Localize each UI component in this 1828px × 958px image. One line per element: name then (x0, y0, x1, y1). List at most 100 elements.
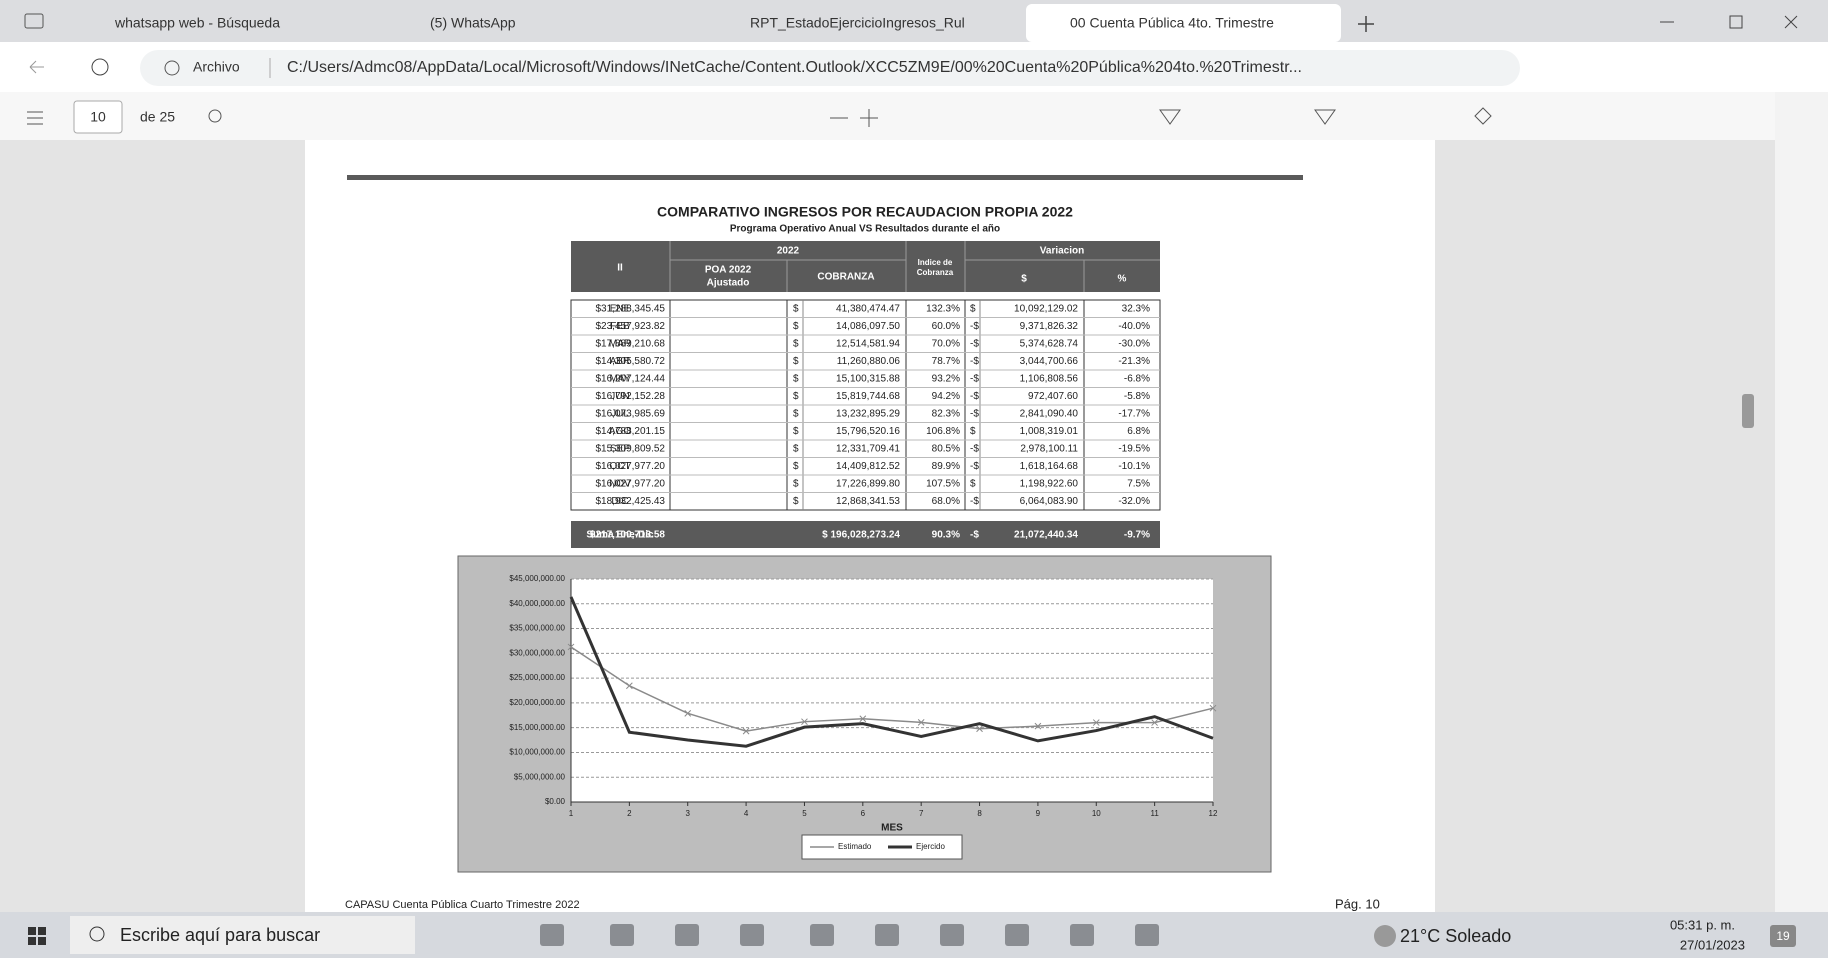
table-cell: $ (793, 303, 799, 314)
notification-count: 19 (1776, 929, 1790, 943)
clock-time[interactable]: 05:31 p. m. (1670, 917, 1735, 932)
table-cell: $ (793, 478, 799, 489)
weather[interactable]: 21°C Soleado (1400, 926, 1511, 946)
table-cell: 10,092,129.02 (1014, 303, 1078, 314)
header-cell: Cobranza (917, 268, 954, 277)
table-cell: $14,788,201.15 (595, 426, 665, 437)
table-cell: $ (793, 461, 799, 472)
footer-left: CAPASU Cuenta Pública Cuarto Trimestre 2… (345, 899, 580, 911)
table-cell: 2,841,090.40 (1020, 408, 1079, 419)
table-cell: $15,309,809.52 (595, 443, 665, 454)
search-placeholder[interactable]: Escribe aquí para buscar (120, 925, 320, 945)
table-cell: -$ (970, 338, 979, 349)
total-cell: $217,100,713.58 (590, 530, 666, 541)
header-cell: Indice de (918, 258, 953, 267)
tab-title[interactable]: whatsapp web - Búsqueda (114, 15, 280, 31)
tab-title[interactable]: (5) WhatsApp (430, 15, 516, 31)
table-cell: 14,409,812.52 (836, 461, 900, 472)
tab-title[interactable]: RPT_EstadoEjercicioIngresos_Rul (750, 15, 965, 31)
header-cell: 2022 (777, 246, 800, 257)
table-cell: 1,618,164.68 (1020, 461, 1079, 472)
y-tick-label: $20,000,000.00 (509, 698, 565, 707)
table-cell: -6.8% (1124, 373, 1150, 384)
y-tick-label: $0.00 (545, 797, 566, 806)
table-cell: 9,371,826.32 (1020, 321, 1079, 332)
table-cell: 32.3% (1122, 303, 1150, 314)
table-cell: -17.7% (1118, 408, 1150, 419)
address-label: Archivo (193, 59, 240, 75)
table-cell: 6,064,083.90 (1020, 496, 1079, 507)
table-cell: $31,288,345.45 (595, 303, 665, 314)
table-cell: 80.5% (932, 443, 960, 454)
x-tick-label: 4 (744, 809, 749, 818)
y-tick-label: $45,000,000.00 (509, 574, 565, 583)
x-tick-label: 7 (919, 809, 924, 818)
url[interactable]: C:/Users/Admc08/AppData/Local/Microsoft/… (287, 59, 1302, 76)
table-cell: 15,100,315.88 (836, 373, 900, 384)
table-cell: $ (793, 338, 799, 349)
header-cell: POA 2022 (705, 265, 752, 276)
screen: whatsapp web - Búsqueda (5) WhatsApp RPT… (0, 0, 1828, 958)
table-cell: 13,232,895.29 (836, 408, 900, 419)
y-tick-label: $40,000,000.00 (509, 599, 565, 608)
table-cell: $ (970, 426, 976, 437)
table-cell: $ (793, 426, 799, 437)
legend-label: Ejercido (916, 842, 945, 851)
header-cell: $ (1021, 274, 1027, 285)
table-cell: 41,380,474.47 (836, 303, 900, 314)
table-cell: -$ (970, 321, 979, 332)
table-cell: $16,027,977.20 (595, 461, 665, 472)
table-cell: 78.7% (932, 356, 960, 367)
table-cell: -$ (970, 496, 979, 507)
table-cell: 93.2% (932, 373, 960, 384)
table-cell: 5,374,628.74 (1020, 338, 1079, 349)
table-cell: 1,008,319.01 (1020, 426, 1079, 437)
clock-date[interactable]: 27/01/2023 (1680, 937, 1745, 952)
x-tick-label: 10 (1092, 809, 1101, 818)
table-cell: 11,260,880.06 (837, 356, 901, 367)
table-cell: $ (793, 443, 799, 454)
table-cell: -$ (970, 391, 979, 402)
x-tick-label: 1 (569, 809, 574, 818)
page-number[interactable]: 10 (90, 109, 106, 125)
table-cell: 60.0% (932, 321, 960, 332)
y-tick-label: $25,000,000.00 (509, 673, 565, 682)
page-count: de 25 (140, 109, 175, 125)
table-cell: 2,978,100.11 (1020, 443, 1078, 454)
y-tick-label: $15,000,000.00 (509, 723, 565, 732)
table-cell: 70.0% (932, 338, 960, 349)
table-cell: 15,819,744.68 (836, 391, 900, 402)
table-cell: 68.0% (932, 496, 960, 507)
table-cell: $16,207,124.44 (595, 373, 665, 384)
table-cell: 6.8% (1127, 426, 1150, 437)
total-cell: 90.3% (932, 530, 960, 541)
table-cell: -10.1% (1118, 461, 1150, 472)
table-cell: -$ (970, 443, 979, 454)
table-cell: -21.3% (1118, 356, 1150, 367)
y-tick-label: $35,000,000.00 (509, 624, 565, 633)
table-cell: $ (793, 496, 799, 507)
table-cell: $ (793, 356, 799, 367)
header-cell: II (617, 263, 623, 274)
legend-label: Estimado (838, 842, 872, 851)
table-cell: 14,086,097.50 (836, 321, 900, 332)
plot-area (571, 579, 1213, 802)
total-cell: -$ (970, 530, 979, 541)
x-tick-label: 6 (861, 809, 866, 818)
tab-title[interactable]: 00 Cuenta Pública 4to. Trimestre (1070, 15, 1274, 31)
table-cell: -19.5% (1118, 443, 1150, 454)
table-cell: $16,027,977.20 (595, 478, 665, 489)
table-cell: 15,796,520.16 (836, 426, 900, 437)
weather-icon (1374, 925, 1396, 947)
x-tick-label: 12 (1209, 809, 1218, 818)
table-cell: $14,305,580.72 (595, 356, 665, 367)
table-cell: $17,889,210.68 (595, 338, 665, 349)
y-tick-label: $30,000,000.00 (509, 648, 565, 657)
total-cell: 21,072,440.34 (1014, 530, 1078, 541)
table-cell: 972,407.60 (1028, 391, 1078, 402)
header-rule (347, 175, 1303, 180)
table-cell: $ (970, 303, 976, 314)
header-cell: Variacion (1040, 246, 1084, 257)
x-tick-label: 9 (1036, 809, 1041, 818)
scrollbar-thumb[interactable] (1742, 394, 1754, 428)
